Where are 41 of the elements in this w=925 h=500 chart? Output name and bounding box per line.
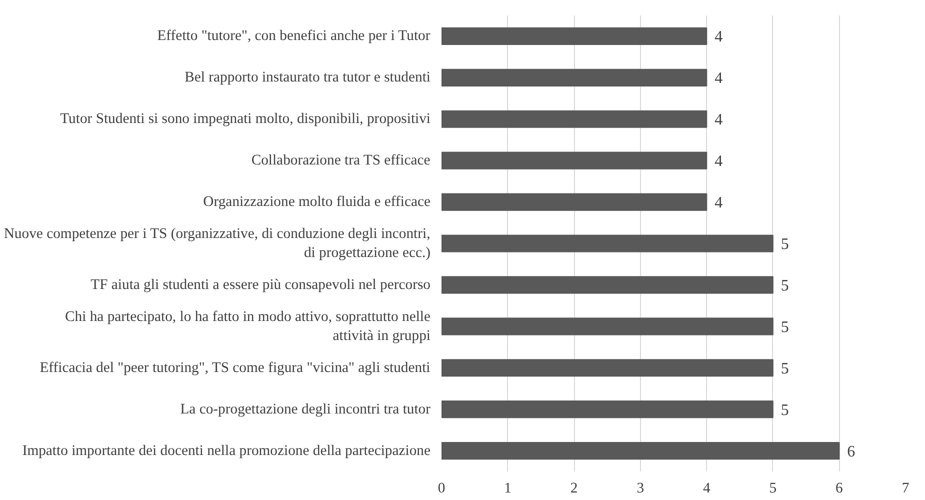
data-label: 5 xyxy=(780,277,789,294)
y-tick-label: Effetto "tutore", con benefici anche per i Tutor xyxy=(157,28,430,44)
y-tick-label: Collaborazione tra TS efficace xyxy=(251,152,430,169)
bar xyxy=(442,359,774,377)
y-tick-label: Tutor Studenti si sono impegnati molto, disponibili, propositivi xyxy=(60,111,431,128)
data-label: 4 xyxy=(714,153,723,170)
bar xyxy=(442,400,774,418)
data-label: 5 xyxy=(780,402,789,419)
x-tick-label: 1 xyxy=(504,480,512,496)
bar xyxy=(442,152,708,170)
data-label: 4 xyxy=(714,70,723,88)
bar xyxy=(442,276,774,294)
data-label: 4 xyxy=(714,112,723,129)
data-label: 4 xyxy=(714,194,723,212)
data-label: 5 xyxy=(780,318,789,336)
x-tick-label: 7 xyxy=(902,480,910,496)
y-tick-label: La co-progettazione degli incontri tra tutor xyxy=(180,401,431,418)
x-tick-label: 2 xyxy=(570,480,578,496)
bar xyxy=(442,442,840,460)
y-tick-label: Bel rapporto instaurato tra tutor e studenti xyxy=(184,70,431,86)
bar xyxy=(442,193,708,211)
y-tick-label: Efficacia del "peer tutoring", TS come figura "vicina" agli studenti xyxy=(40,360,430,376)
x-tick-label: 6 xyxy=(836,480,843,496)
data-label: 5 xyxy=(780,360,789,378)
y-tick-label: Chi ha partecipato, lo ha fatto in modo attivo, soprattutto nelle attività in gruppi xyxy=(64,308,431,344)
x-tick-label: 5 xyxy=(769,480,777,496)
x-tick-label: 0 xyxy=(438,480,446,496)
data-label: 5 xyxy=(780,236,789,253)
x-tick-label: 3 xyxy=(636,480,644,496)
bar xyxy=(442,27,708,46)
y-tick-label: Organizzazione molto fluida e efficace xyxy=(203,194,431,210)
bar xyxy=(442,234,774,252)
y-tick-label: TF aiuta gli studenti a essere più consapevoli nel percorso xyxy=(90,276,431,293)
y-tick-label: Nuove competenze per i TS (organizzative, di conduzione degli incontri, di progettazione ecc.) xyxy=(4,226,431,262)
x-tick-label: 4 xyxy=(702,480,711,496)
data-label: 4 xyxy=(714,28,723,46)
bar xyxy=(442,318,774,336)
bar xyxy=(442,110,708,128)
y-tick-label: Impatto importante dei docenti nella promozione della partecipazione xyxy=(22,442,431,459)
bar xyxy=(442,68,708,86)
data-label: 6 xyxy=(847,443,856,460)
